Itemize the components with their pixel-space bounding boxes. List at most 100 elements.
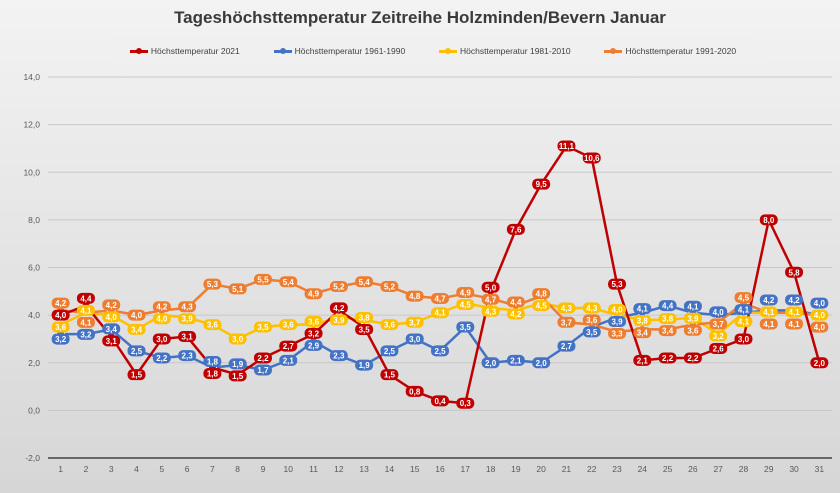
- data-label: 2,2: [156, 354, 168, 363]
- data-label-badge: [51, 321, 70, 333]
- data-label-group: 4,0: [810, 309, 829, 321]
- data-label-group: 3,6: [51, 321, 70, 333]
- data-label-group: 0,8: [405, 385, 424, 397]
- data-label: 2,3: [182, 352, 194, 361]
- data-label-group: 3,9: [683, 312, 702, 324]
- data-label-group: 4,3: [557, 302, 576, 314]
- data-label-badge: [658, 300, 677, 312]
- data-label-group: 3,4: [633, 327, 652, 339]
- data-label-badge: [253, 352, 272, 364]
- x-tick-label: 18: [486, 464, 496, 474]
- data-label-group: 4,1: [633, 303, 652, 315]
- data-label: 2,2: [687, 354, 699, 363]
- data-label-badge: [785, 266, 804, 278]
- data-label-group: 4,0: [608, 303, 627, 315]
- chart-title: Tageshöchsttemperatur Zeitreihe Holzmind…: [174, 8, 666, 27]
- data-label: 4,0: [611, 305, 623, 314]
- data-label-group: 2,2: [253, 352, 272, 364]
- data-label-badge: [355, 311, 374, 323]
- data-label-badge: [759, 294, 778, 306]
- data-label: 2,3: [333, 352, 345, 361]
- data-label: 2,2: [662, 354, 674, 363]
- data-label-group: 4,8: [532, 288, 551, 300]
- data-label-badge: [532, 178, 551, 190]
- data-label-badge: [279, 354, 298, 366]
- data-label-group: 11,1: [557, 140, 576, 152]
- y-tick-label: 0,0: [28, 405, 40, 415]
- data-label: 4,9: [308, 290, 320, 299]
- data-label-badge: [582, 152, 601, 164]
- data-label: 4,0: [713, 308, 725, 317]
- x-tick-label: 21: [562, 464, 572, 474]
- y-tick-label: -2,0: [25, 453, 40, 463]
- data-label-badge: [734, 316, 753, 328]
- data-label-group: 4,3: [178, 301, 197, 313]
- x-tick-label: 28: [739, 464, 749, 474]
- data-label: 2,1: [510, 356, 522, 365]
- data-label: 3,1: [182, 333, 194, 342]
- data-label-badge: [431, 292, 449, 304]
- data-label: 4,2: [333, 304, 345, 313]
- data-label-badge: [456, 397, 475, 409]
- data-label-badge: [557, 316, 576, 328]
- data-label-badge: [481, 293, 500, 305]
- data-label-group: 3,6: [683, 324, 702, 336]
- data-label-group: 4,9: [456, 286, 475, 298]
- data-label-group: 4,2: [51, 297, 70, 309]
- data-label-badge: [810, 357, 829, 369]
- data-label: 3,4: [662, 327, 674, 336]
- data-label-badge: [456, 321, 475, 333]
- data-label-group: 1,9: [355, 359, 374, 371]
- x-tick-label: 14: [385, 464, 395, 474]
- data-label-badge: [532, 300, 551, 312]
- data-label: 4,3: [561, 304, 573, 313]
- data-label-badge: [506, 223, 525, 235]
- data-label: 4,2: [763, 296, 775, 305]
- data-label-group: 1,5: [380, 369, 399, 381]
- data-label-badge: [785, 294, 804, 306]
- data-label-badge: [734, 333, 753, 345]
- data-label-group: 3,0: [405, 333, 424, 345]
- data-label: 2,5: [131, 347, 143, 356]
- data-label: 3,7: [713, 320, 725, 329]
- data-label-group: 10,6: [582, 152, 601, 164]
- data-label-group: 4,1: [431, 307, 449, 319]
- data-label-group: 7,6: [506, 223, 525, 235]
- data-label-badge: [102, 323, 121, 335]
- data-label-group: 3,6: [582, 314, 601, 326]
- data-label-group: 4,0: [810, 321, 829, 333]
- data-label-group: 4,4: [658, 300, 677, 312]
- data-label-badge: [608, 278, 627, 290]
- data-label: 3,7: [561, 318, 573, 327]
- data-label-group: 4,2: [785, 294, 804, 306]
- data-label-badge: [506, 296, 525, 308]
- data-label: 4,1: [763, 308, 775, 317]
- data-label: 4,1: [80, 306, 92, 315]
- data-label-badge: [683, 300, 702, 312]
- data-label: 4,0: [814, 311, 826, 320]
- series-lines: [60, 144, 821, 405]
- data-label-group: 3,6: [203, 319, 222, 331]
- data-label-badge: [102, 335, 121, 347]
- data-label-badge: [532, 288, 551, 300]
- data-label-group: 4,8: [405, 290, 424, 302]
- data-label-badge: [228, 333, 247, 345]
- data-label-badge: [152, 301, 171, 313]
- data-label-badge: [481, 281, 500, 293]
- data-label-group: 3,7: [709, 318, 728, 330]
- data-label: 2,7: [283, 342, 295, 351]
- data-label: 3,7: [409, 318, 421, 327]
- data-label-badge: [51, 309, 70, 321]
- data-label: 4,2: [106, 301, 118, 310]
- data-label: 3,4: [106, 325, 118, 334]
- data-label-group: 2,6: [709, 342, 728, 354]
- data-label-badge: [785, 318, 804, 330]
- data-label-group: 3,2: [304, 327, 323, 339]
- x-tick-label: 8: [235, 464, 240, 474]
- data-label-group: 3,8: [355, 311, 374, 323]
- data-label-group: 3,2: [76, 328, 95, 340]
- data-label-badge: [329, 350, 348, 362]
- data-label: 5,3: [611, 280, 623, 289]
- data-label: 4,2: [789, 296, 801, 305]
- data-label-group: 4,1: [76, 316, 95, 328]
